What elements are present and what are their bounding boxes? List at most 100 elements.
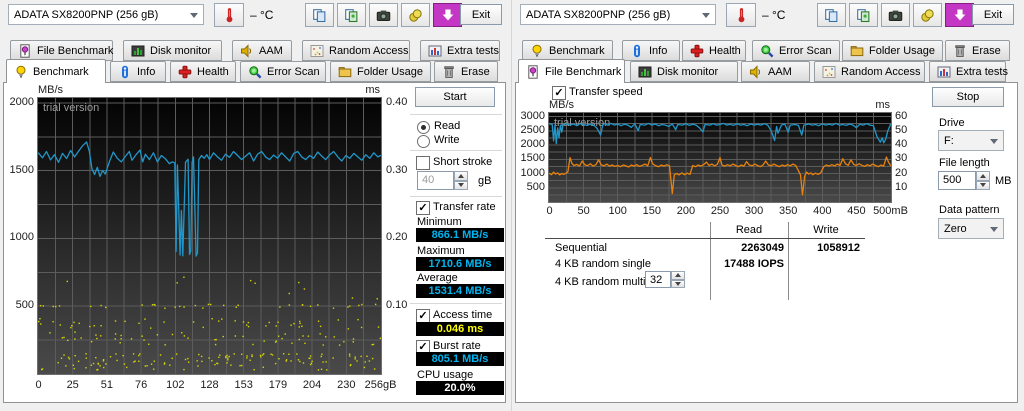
read-radio[interactable] (417, 121, 430, 134)
donate-button[interactable] (913, 3, 942, 27)
screenshot-button[interactable] (369, 3, 398, 27)
short-stroke-unit: gB (478, 175, 492, 187)
access-time-label: Access time (433, 309, 493, 321)
burst-rate-value: 805.1 MB/s (416, 352, 504, 366)
tab-aam[interactable]: AAM (232, 40, 292, 61)
x-axis-tick: 150 (642, 205, 661, 217)
drive-device-select[interactable]: ADATA SX8200PNP (256 gB) (8, 4, 204, 25)
tab-benchmark[interactable]: Benchmark (6, 59, 106, 83)
x-axis-tick: 50 (577, 205, 590, 217)
tab-label: Info (137, 65, 156, 78)
tab-label: Disk monitor (657, 65, 719, 78)
tab-label: Extra tests (956, 65, 1008, 78)
tab-info[interactable]: Info (110, 61, 166, 82)
divider (410, 303, 502, 304)
save-results-button[interactable] (433, 3, 462, 27)
queue-depth-input[interactable]: 32 (645, 271, 671, 288)
spin-up-button[interactable] (976, 171, 990, 181)
short-stroke-size-stepper[interactable] (454, 171, 468, 190)
random-single-read-value: 17488 IOPS (724, 258, 784, 270)
tab-random-access[interactable]: Random Access (814, 61, 925, 82)
file-length-stepper[interactable] (976, 171, 990, 190)
drive-device-select[interactable]: ADATA SX8200PNP (256 gB) (520, 4, 716, 25)
queue-depth-stepper[interactable] (671, 271, 685, 288)
temperature-button[interactable] (214, 3, 244, 27)
tab-label: File Benchmark (545, 65, 622, 78)
divider (410, 114, 502, 115)
x-axis-tick: 400 (813, 205, 832, 217)
tab-extra-tests[interactable]: Extra tests (929, 61, 1008, 82)
tab-error-scan[interactable]: Error Scan (752, 40, 840, 61)
ms-axis-tick: 40 (895, 138, 908, 151)
tab-disk-monitor[interactable]: Disk monitor (630, 61, 738, 82)
tab-label: Error Scan (779, 44, 832, 57)
tab-health[interactable]: Health (170, 61, 236, 82)
y-axis-tick: 2000 (9, 95, 34, 108)
spin-up-button[interactable] (671, 271, 685, 280)
copy-text-button[interactable] (305, 3, 334, 27)
transfer-speed-checkbox[interactable]: ✓ (552, 86, 566, 100)
short-stroke-checkbox[interactable] (416, 156, 430, 170)
tab-benchmark[interactable]: Benchmark (522, 40, 613, 61)
tab-label: Health (709, 44, 741, 57)
copy-text-button[interactable] (817, 3, 846, 27)
tab-folder-usage[interactable]: Folder Usage (330, 61, 431, 82)
ms-axis-tick: 30 (895, 152, 908, 165)
tab-info[interactable]: Info (622, 40, 680, 61)
write-radio[interactable] (417, 135, 430, 148)
file-length-input[interactable]: 500 (938, 171, 976, 190)
tab-erase[interactable]: Erase (434, 61, 498, 82)
divider (410, 150, 502, 151)
start-button[interactable]: Start (415, 87, 495, 107)
temperature-button[interactable] (726, 3, 756, 27)
tab-random-access[interactable]: Random Access (302, 40, 410, 61)
tab-erase[interactable]: Erase (945, 40, 1010, 61)
tab-aam[interactable]: AAM (741, 61, 810, 82)
x-axis-tick: 0 (35, 379, 42, 391)
tab-disk-monitor[interactable]: Disk monitor (123, 40, 222, 61)
file-length-label: File length (939, 157, 990, 169)
spin-down-button[interactable] (671, 279, 685, 288)
tab-file-benchmark[interactable]: File Benchmark (518, 59, 625, 83)
copy-image-button[interactable] (337, 3, 366, 27)
tab-folder-usage[interactable]: Folder Usage (842, 40, 943, 61)
table-header-rule (545, 238, 865, 239)
sequential-write-value: 1058912 (817, 242, 860, 254)
tab-label: Benchmark (549, 44, 605, 57)
chevron-down-icon (702, 13, 710, 18)
x-axis-tick: 153 (234, 379, 253, 391)
copy-image-button[interactable] (849, 3, 878, 27)
triangle-up-icon (675, 273, 681, 278)
drive-device-value: ADATA SX8200PNP (256 gB) (14, 8, 159, 21)
data-pattern-select[interactable]: Zero (938, 218, 1004, 239)
y-axis-tick: 1500 (9, 163, 34, 176)
exit-button[interactable]: Exit (972, 4, 1014, 25)
x-axis-tick: 76 (134, 379, 148, 391)
exit-button[interactable]: Exit (460, 4, 502, 25)
row-label-random-single: 4 KB random single (555, 258, 651, 270)
average-value: 1531.4 MB/s (416, 284, 504, 298)
short-stroke-size-input[interactable]: 40 (417, 171, 454, 190)
tab-error-scan[interactable]: Error Scan (240, 61, 326, 82)
drive-select[interactable]: F: (938, 130, 1004, 151)
triangle-up-icon (458, 173, 464, 178)
transfer-rate-checkbox[interactable]: ✓ (416, 201, 430, 215)
x-axis-tick: 450 (847, 205, 866, 217)
tab-health[interactable]: Health (682, 40, 746, 61)
file-benchmark-controls: ✓ Transfer speed Read Write Sequential 2… (512, 0, 1024, 411)
spin-up-button[interactable] (454, 171, 468, 181)
stop-button[interactable]: Stop (932, 87, 1004, 107)
donate-button[interactable] (401, 3, 430, 27)
spin-down-button[interactable] (976, 180, 990, 190)
tab-extra-tests[interactable]: Extra tests (420, 40, 500, 61)
tab-label: Random Access (329, 44, 409, 57)
access-time-checkbox[interactable]: ✓ (416, 309, 430, 323)
y-axis-tick: 1000 (520, 166, 545, 179)
drive-select-value: F: (944, 134, 954, 147)
screenshot-button[interactable] (881, 3, 910, 27)
spin-down-button[interactable] (454, 180, 468, 190)
chevron-down-icon (990, 139, 998, 144)
file-length-unit: MB (995, 175, 1012, 187)
file-benchmark-chart: trial version 3000 2500 2000 1500 1000 500 60 50… (512, 0, 1024, 411)
y-axis-unit: MB/s (549, 99, 575, 111)
